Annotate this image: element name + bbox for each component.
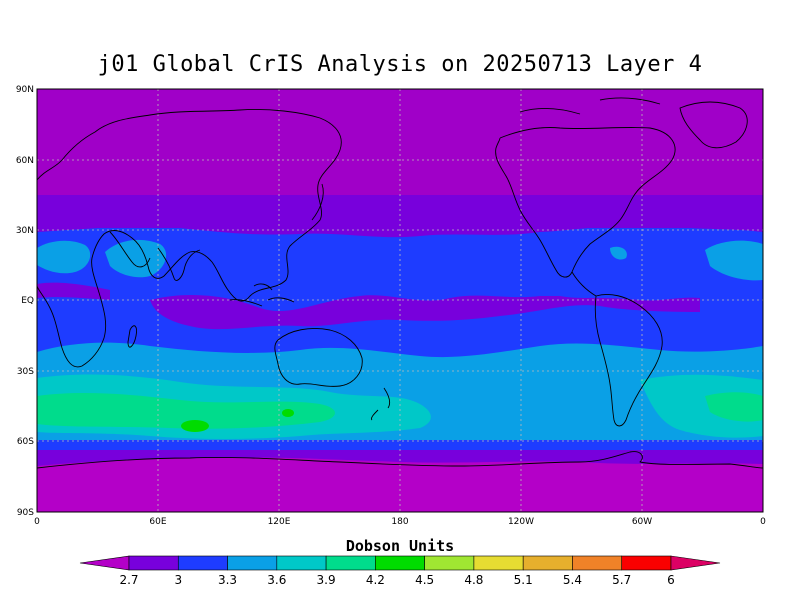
colorbar-arrow-low <box>79 555 130 571</box>
colorbar-tick-label: 4.8 <box>464 573 483 587</box>
lat-label: 60S <box>17 437 34 447</box>
coast-arctic-2 <box>599 97 661 105</box>
colorbar-tick-label: 3.3 <box>218 573 237 587</box>
colorbar-swatch <box>177 555 228 571</box>
coast-south-america <box>594 294 663 427</box>
colorbar-swatch <box>621 555 672 571</box>
colorbar-swatch <box>276 555 327 571</box>
colorbar-title: Dobson Units <box>345 537 455 555</box>
coast-india <box>157 247 201 281</box>
lat-label: 90S <box>17 508 34 518</box>
patch-caribbean <box>610 246 627 260</box>
colorbar-tick-label: 3 <box>174 573 182 587</box>
colorbar-tick-label: 5.1 <box>514 573 533 587</box>
lat-axis: 90N 60N 30N EQ 30S 60S 90S <box>16 85 34 518</box>
coast-eurasia-africa <box>37 109 342 368</box>
coast-indonesia-2 <box>267 297 295 303</box>
coast-central-america <box>571 271 597 297</box>
lon-label: 120W <box>508 517 534 527</box>
coast-north-america <box>495 126 676 278</box>
lat-label: 90N <box>16 85 34 95</box>
map-frame <box>36 88 764 513</box>
lon-label: 0 <box>34 517 40 527</box>
patch-atlantic <box>705 240 763 281</box>
colorbar-tick-label: 5.4 <box>563 573 582 587</box>
colorbar-arrow-high <box>670 555 721 571</box>
colorbar-swatch <box>325 555 376 571</box>
coast-japan <box>311 183 324 221</box>
region-equatorial-purple <box>150 294 700 330</box>
colorbar-tick-label: 3.9 <box>317 573 336 587</box>
coast-arctic-1 <box>519 107 581 115</box>
region-west-tropics-purple <box>37 282 110 300</box>
coast-madagascar <box>127 325 137 348</box>
patch-arabia <box>37 240 91 274</box>
maximum-1 <box>181 420 209 432</box>
colorbar-swatch <box>572 555 623 571</box>
colorbar-tick-label: 4.5 <box>415 573 434 587</box>
lat-label: 30S <box>17 367 34 377</box>
patch-india <box>105 239 167 278</box>
colorbar-swatch <box>227 555 278 571</box>
map-title: j01 Global CrIS Analysis on 20250713 Lay… <box>97 52 703 77</box>
coast-australia <box>274 328 363 387</box>
gridlines <box>37 89 763 512</box>
colorbar-tick-label: 3.6 <box>267 573 286 587</box>
colorbar-tick-label: 4.2 <box>366 573 385 587</box>
coast-indonesia-3 <box>253 283 273 291</box>
region-south-peak <box>37 393 335 429</box>
lon-label: 120E <box>268 517 291 527</box>
colorbar-tick-label: 6 <box>667 573 675 587</box>
colorbar-swatch <box>424 555 475 571</box>
region-south-peak-east <box>705 392 763 422</box>
lat-label: 60N <box>16 156 34 166</box>
coast-greenland <box>679 101 748 149</box>
lon-axis: 0 60E 120E 180 120W 60W 0 <box>34 517 766 527</box>
coast-new-zealand <box>371 387 391 421</box>
lon-label: 0 <box>760 517 766 527</box>
coastlines <box>37 97 763 469</box>
colorbar: 2.7 3 3.3 3.6 3.9 4.2 4.5 4.8 5.1 5.4 5.7 6 <box>79 555 721 587</box>
colorbar-swatch <box>473 555 524 571</box>
region-south-cyan-east <box>640 374 763 438</box>
map-area <box>37 89 763 512</box>
lon-label: 60E <box>149 517 166 527</box>
lat-label: EQ <box>21 296 34 306</box>
coast-arabia <box>109 231 151 268</box>
coast-antarctica <box>37 451 763 469</box>
colorbar-swatch <box>128 555 179 571</box>
coast-indonesia-1 <box>229 299 263 307</box>
lon-label: 180 <box>391 517 408 527</box>
lon-label: 60W <box>632 517 652 527</box>
colorbar-swatch <box>522 555 573 571</box>
colorbar-tick-label: 2.7 <box>119 573 138 587</box>
colorbar-tick-label: 5.7 <box>612 573 631 587</box>
lat-label: 30N <box>16 226 34 236</box>
colorbar-swatch <box>375 555 425 571</box>
region-north-purple <box>37 195 763 238</box>
maximum-2 <box>282 409 294 417</box>
